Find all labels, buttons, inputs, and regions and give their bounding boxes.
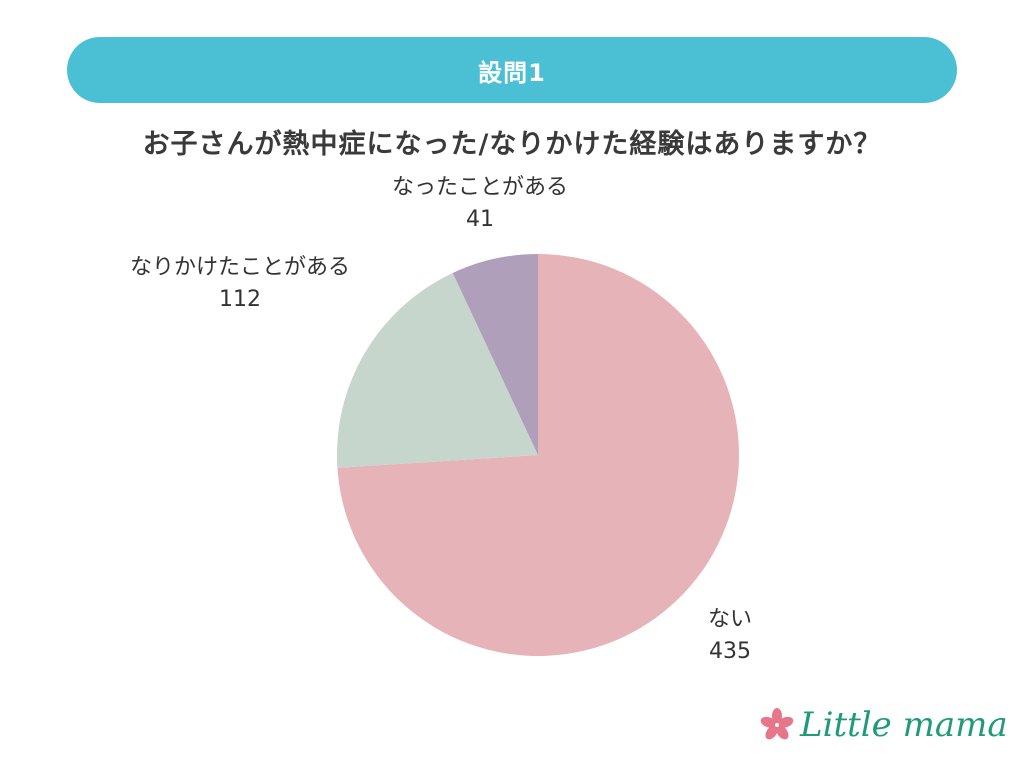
label-had: なったことがある 41 bbox=[370, 172, 590, 236]
pie-slice-1 bbox=[337, 272, 538, 468]
question-banner: 設問1 bbox=[67, 37, 957, 103]
little-mama-logo: Little mama bbox=[760, 705, 1008, 745]
label-almost-value: 112 bbox=[219, 287, 261, 312]
question-text: お子さんが熱中症になった/なりかけた経験はありますか？ bbox=[142, 129, 882, 160]
label-almost-name: なりかけたことがある bbox=[129, 255, 350, 280]
label-none-value: 435 bbox=[709, 639, 751, 664]
question-number: 設問1 bbox=[478, 58, 546, 87]
pie-slice-2 bbox=[452, 254, 538, 455]
label-had-name: なったことがある bbox=[391, 175, 568, 200]
flower-icon bbox=[760, 708, 794, 740]
label-almost: なりかけたことがある 112 bbox=[100, 252, 380, 316]
pie-slice-0 bbox=[337, 254, 739, 656]
label-none-name: ない bbox=[707, 607, 752, 632]
label-had-value: 41 bbox=[466, 207, 494, 232]
label-none: ない 435 bbox=[690, 604, 770, 668]
logo-text: Little mama bbox=[800, 705, 1008, 745]
